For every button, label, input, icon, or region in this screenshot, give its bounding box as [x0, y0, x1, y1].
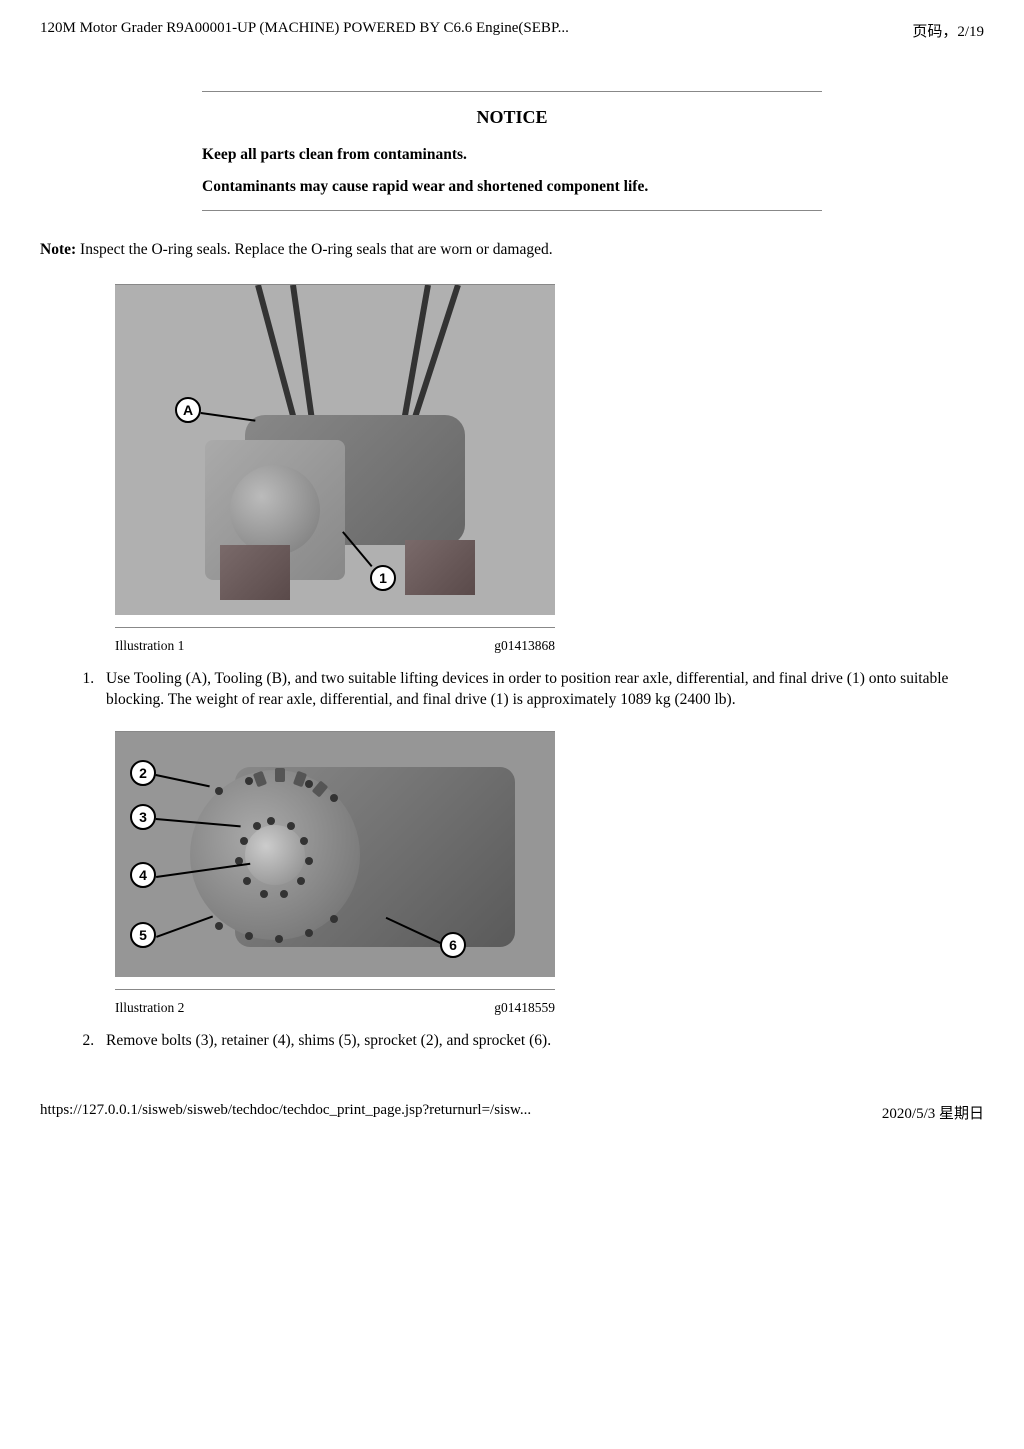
block-shape — [405, 540, 475, 595]
bolt-dot — [297, 877, 305, 885]
bolt-dot — [245, 932, 253, 940]
page-footer: https://127.0.0.1/sisweb/sisweb/techdoc/… — [40, 1102, 984, 1123]
callout-label: 6 — [449, 937, 457, 953]
illustration-1-caption: Illustration 1 g01413868 — [115, 638, 555, 654]
footer-url: https://127.0.0.1/sisweb/sisweb/techdoc/… — [40, 1102, 531, 1123]
bolt-dot — [245, 777, 253, 785]
callout-1: 1 — [370, 565, 396, 591]
bolt-dot — [305, 780, 313, 788]
header-page-indicator: 页码，2/19 — [912, 20, 984, 41]
bolt-dot — [330, 794, 338, 802]
caption-right: g01413868 — [494, 638, 555, 654]
bolt-dot — [267, 817, 275, 825]
callout-line — [201, 412, 256, 422]
callout-label: 2 — [139, 765, 147, 781]
strap-shape — [290, 285, 315, 424]
bolt-dot — [305, 929, 313, 937]
bolt-dot — [243, 877, 251, 885]
notice-title: NOTICE — [202, 107, 822, 128]
page-header: 120M Motor Grader R9A00001-UP (MACHINE) … — [40, 20, 984, 41]
callout-line — [156, 774, 210, 787]
footer-date: 2020/5/3 星期日 — [882, 1102, 984, 1123]
tooth — [275, 768, 285, 782]
callout-2: 2 — [130, 760, 156, 786]
bolt-dot — [287, 822, 295, 830]
callout-label: 5 — [139, 927, 147, 943]
step-list-1: Use Tooling (A), Tooling (B), and two su… — [98, 669, 984, 711]
bolt-dot — [215, 922, 223, 930]
caption-right: g01418559 — [494, 1000, 555, 1016]
bolt-dot — [330, 915, 338, 923]
note-label: Note: — [40, 241, 76, 258]
divider — [115, 627, 555, 628]
bolt-dot — [275, 935, 283, 943]
illustration-2-image: 2 3 4 5 6 — [115, 732, 555, 977]
bolt-dot — [305, 857, 313, 865]
divider — [115, 989, 555, 990]
header-title: 120M Motor Grader R9A00001-UP (MACHINE) … — [40, 20, 569, 41]
note-line: Note: Inspect the O-ring seals. Replace … — [40, 241, 984, 259]
step-2: Remove bolts (3), retainer (4), shims (5… — [98, 1031, 984, 1052]
hub-center-shape — [245, 825, 305, 885]
bolt-dot — [253, 822, 261, 830]
callout-a: A — [175, 397, 201, 423]
callout-6: 6 — [440, 932, 466, 958]
bolt-dot — [280, 890, 288, 898]
notice-text-1: Keep all parts clean from contaminants. — [202, 146, 822, 164]
callout-label: 1 — [379, 570, 387, 586]
callout-3: 3 — [130, 804, 156, 830]
bolt-dot — [300, 837, 308, 845]
step-list-2: Remove bolts (3), retainer (4), shims (5… — [98, 1031, 984, 1052]
bolt-dot — [260, 890, 268, 898]
block-shape — [220, 545, 290, 600]
callout-label: 4 — [139, 867, 147, 883]
illustration-2-block: 2 3 4 5 6 Illustration 2 g01418559 — [115, 731, 555, 1016]
callout-line — [156, 915, 213, 937]
illustration-1-block: A 1 Illustration 1 g01413868 — [115, 284, 555, 654]
bolt-dot — [240, 837, 248, 845]
bolt-dot — [215, 787, 223, 795]
illustration-2-caption: Illustration 2 g01418559 — [115, 1000, 555, 1016]
divider — [202, 91, 822, 92]
note-text: Inspect the O-ring seals. Replace the O-… — [76, 241, 552, 258]
illustration-1-image: A 1 — [115, 285, 555, 615]
notice-section: NOTICE Keep all parts clean from contami… — [202, 91, 822, 211]
callout-5: 5 — [130, 922, 156, 948]
callout-4: 4 — [130, 862, 156, 888]
callout-label: 3 — [139, 809, 147, 825]
caption-left: Illustration 2 — [115, 1000, 184, 1016]
caption-left: Illustration 1 — [115, 638, 184, 654]
divider — [202, 210, 822, 211]
callout-label: A — [183, 402, 193, 418]
gear-circle-shape — [230, 465, 320, 555]
notice-text-2: Contaminants may cause rapid wear and sh… — [202, 178, 822, 196]
step-1: Use Tooling (A), Tooling (B), and two su… — [98, 669, 984, 711]
